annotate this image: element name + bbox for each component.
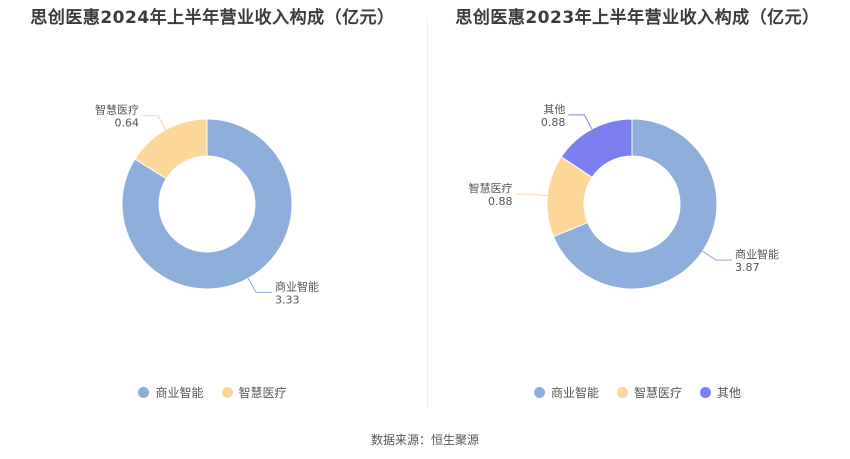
legend-label: 商业智能 <box>155 386 204 400</box>
legend-item[interactable]: 商业智能 <box>533 384 599 401</box>
legend-marker-icon <box>533 387 545 398</box>
donut-slice <box>560 118 633 179</box>
slice-value-label: 3.33 <box>275 293 300 306</box>
leader-line <box>142 115 167 130</box>
slice-value-label: 0.88 <box>488 195 513 208</box>
slice-value-label: 0.64 <box>115 117 140 130</box>
leader-line <box>515 193 548 197</box>
donut-slice <box>121 118 293 290</box>
legend-marker-icon <box>616 387 628 398</box>
legend: 商业智能 智慧医疗 <box>0 384 425 401</box>
slice-value-label: 0.88 <box>541 116 566 129</box>
slice-category-label: 商业智能 <box>275 279 319 293</box>
leader-line <box>247 278 272 293</box>
legend-marker-icon <box>221 387 233 398</box>
legend-item[interactable]: 其他 <box>700 384 741 401</box>
chart-title: 思创医惠2023年上半年营业收入构成（亿元） <box>455 8 820 28</box>
leader-line <box>568 114 593 130</box>
donut-slice <box>552 118 718 290</box>
slice-category-label: 智慧医疗 <box>468 181 512 195</box>
slice-category-label: 智慧医疗 <box>95 103 139 117</box>
divider <box>427 18 428 408</box>
legend-marker-icon <box>700 387 711 398</box>
legend-label: 其他 <box>717 386 742 400</box>
leader-line <box>702 250 732 261</box>
legend-label: 智慧医疗 <box>633 386 682 400</box>
donut-slice <box>134 118 208 180</box>
legend-item[interactable]: 智慧医疗 <box>616 384 682 401</box>
slice-category-label: 商业智能 <box>735 247 779 261</box>
legend-label: 智慧医疗 <box>238 386 287 400</box>
chart-panel-2023: 思创医惠2023年上半年营业收入构成（亿元） 商业智能 3.87 智慧医疗 0.88 其… <box>425 0 850 410</box>
chart-title: 思创医惠2024年上半年营业收入构成（亿元） <box>30 8 395 28</box>
slice-category-label: 其他 <box>543 103 565 116</box>
legend-item[interactable]: 商业智能 <box>138 384 204 401</box>
legend-label: 商业智能 <box>550 386 599 400</box>
data-source: 数据来源：恒生聚源 <box>370 433 479 447</box>
legend-marker-icon <box>138 387 150 398</box>
slice-value-label: 3.87 <box>735 261 760 274</box>
legend-item[interactable]: 智慧医疗 <box>221 384 287 401</box>
chart-panel-2024: 思创医惠2024年上半年营业收入构成（亿元） 商业智能 3.33 智慧医疗 0.64 … <box>0 0 425 410</box>
legend: 商业智能 智慧医疗 其他 <box>425 384 850 401</box>
